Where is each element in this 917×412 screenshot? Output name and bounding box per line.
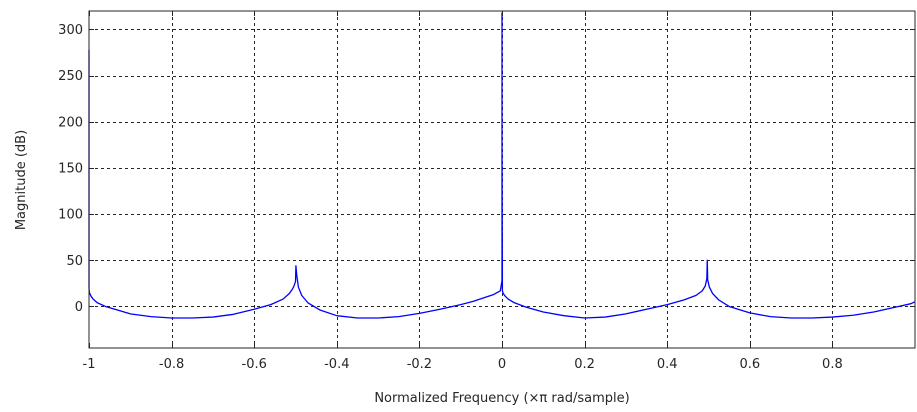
- x-tick-labels: -1 -0.8 -0.6 -0.4 -0.2 0 0.2 0.4 0.6 0.8: [83, 357, 843, 372]
- y-tick-label: 200: [58, 115, 83, 130]
- x-tick-label: -0.6: [242, 357, 267, 372]
- x-tick-label: -0.8: [159, 357, 184, 372]
- y-tick-label: 50: [66, 254, 83, 269]
- x-tick-label: -0.4: [324, 357, 349, 372]
- x-tick-label: 0.4: [657, 357, 678, 372]
- y-tick-labels: 0 50 100 150 200 250 300: [58, 23, 83, 315]
- y-tick-label: 250: [58, 69, 83, 84]
- x-tick-label: 0.6: [739, 357, 760, 372]
- x-tick-label: 0: [498, 357, 506, 372]
- y-tick-label: 300: [58, 23, 83, 38]
- y-axis-label: Magnitude (dB): [14, 130, 29, 230]
- x-tick-label: -0.2: [407, 357, 432, 372]
- x-tick-label: -1: [83, 357, 96, 372]
- y-tick-label: 100: [58, 208, 83, 223]
- y-tick-label: 150: [58, 161, 83, 176]
- x-tick-label: 0.2: [574, 357, 595, 372]
- x-axis-label: Normalized Frequency (×π rad/sample): [374, 391, 629, 406]
- y-tick-label: 0: [75, 300, 83, 315]
- x-tick-label: 0.8: [822, 357, 843, 372]
